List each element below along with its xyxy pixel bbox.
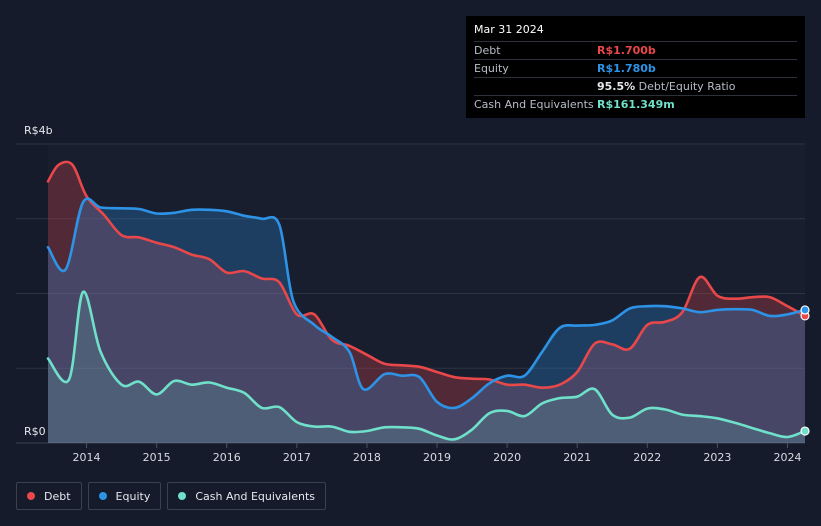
legend-item-cash[interactable]: Cash And Equivalents xyxy=(167,482,326,510)
x-tick-label: 2022 xyxy=(633,451,661,464)
cash-and-equivalents-line xyxy=(46,290,807,441)
tooltip-date: Mar 31 2024 xyxy=(474,23,544,36)
debt-line xyxy=(46,160,807,389)
x-tick-label: 2024 xyxy=(773,451,801,464)
x-tick-label: 2016 xyxy=(213,451,241,464)
tooltip-ratio-label: Debt/Equity Ratio xyxy=(638,80,736,93)
tooltip-debt-row: Debt R$1.700b xyxy=(474,41,797,59)
legend-equity-dot-icon xyxy=(98,492,107,500)
equity-area xyxy=(48,198,805,443)
x-tick-label: 2017 xyxy=(283,451,311,464)
legend-cash-dot-icon xyxy=(178,492,187,500)
tooltip-equity-row: Equity R$1.780b xyxy=(474,59,797,77)
x-tick-label: 2015 xyxy=(143,451,171,464)
tooltip-debt-label: Debt xyxy=(474,44,501,57)
y-tick-label: R$0 xyxy=(24,425,46,438)
tooltip-equity-label: Equity xyxy=(474,62,509,75)
tooltip-cash-row: Cash And Equivalents R$161.349m xyxy=(474,95,797,113)
legend-item-debt[interactable]: Debt xyxy=(16,482,82,510)
x-tick-label: 2014 xyxy=(73,451,101,464)
x-tick-label: 2018 xyxy=(353,451,381,464)
cash-and-equivalents-endpoint xyxy=(800,426,810,436)
legend-item-equity[interactable]: Equity xyxy=(87,482,162,510)
equity-endpoint xyxy=(800,305,810,315)
tooltip-cash-label: Cash And Equivalents xyxy=(474,98,594,111)
x-tick-label: 2021 xyxy=(563,451,591,464)
cash-and-equivalents-area xyxy=(48,291,805,443)
legend-equity-label: Equity xyxy=(115,489,151,503)
legend-debt-dot-icon xyxy=(27,492,35,500)
tooltip-equity-value: R$1.780b xyxy=(597,62,656,75)
tooltip-ratio-value: 95.5% xyxy=(597,80,636,93)
chart-legend: Debt Equity Cash And Equivalents xyxy=(16,482,326,510)
data-tooltip: Mar 31 2024 Debt R$1.700b Equity R$1.780… xyxy=(466,16,805,118)
y-tick-label: R$4b xyxy=(24,124,53,137)
debt-area xyxy=(48,161,805,443)
x-tick-label: 2023 xyxy=(703,451,731,464)
x-tick-label: 2019 xyxy=(423,451,451,464)
legend-cash-label: Cash And Equivalents xyxy=(195,489,315,503)
x-tick-label: 2020 xyxy=(493,451,521,464)
equity-line xyxy=(46,197,807,410)
tooltip-ratio-spacer xyxy=(474,78,597,95)
tooltip-cash-value: R$161.349m xyxy=(597,98,675,111)
tooltip-ratio-row: 95.5% Debt/Equity Ratio xyxy=(474,77,797,95)
tooltip-ratio: 95.5% Debt/Equity Ratio xyxy=(597,78,735,95)
legend-debt-label: Debt xyxy=(44,489,71,503)
tooltip-debt-value: R$1.700b xyxy=(597,44,656,57)
